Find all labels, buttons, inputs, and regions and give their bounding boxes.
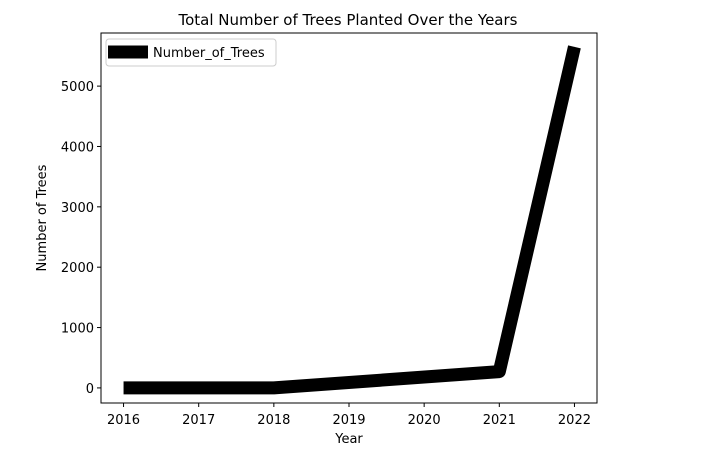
plot-frame bbox=[100, 32, 598, 404]
series-layer bbox=[123, 45, 581, 395]
y-tick-label: 1000 bbox=[61, 322, 94, 337]
x-axis: 2016 2017 2018 2019 2020 2021 2022 bbox=[107, 403, 591, 428]
legend-label: Number_of_Trees bbox=[153, 46, 265, 61]
x-tick-label: 2021 bbox=[483, 413, 516, 428]
x-tick-label: 2016 bbox=[107, 413, 140, 428]
y-tick-label: 3000 bbox=[61, 201, 94, 216]
y-tick-label: 2000 bbox=[61, 261, 94, 276]
legend-box bbox=[105, 38, 277, 67]
x-tick-label: 2022 bbox=[558, 413, 591, 428]
y-tick-label: 0 bbox=[86, 382, 94, 397]
y-axis: 0 1000 2000 3000 4000 5000 bbox=[61, 80, 101, 397]
legend: Number_of_Trees bbox=[105, 38, 277, 67]
x-tick-label: 2019 bbox=[332, 413, 365, 428]
x-tick-label: 2020 bbox=[408, 413, 441, 428]
x-tick-label: 2018 bbox=[257, 413, 290, 428]
y-tick-label: 4000 bbox=[61, 140, 94, 155]
y-tick-label: 5000 bbox=[61, 80, 94, 95]
chart-title: Total Number of Trees Planted Over the Y… bbox=[177, 11, 517, 29]
x-tick-label: 2017 bbox=[182, 413, 215, 428]
series-line-0 bbox=[123, 45, 581, 395]
x-axis-label: Year bbox=[334, 432, 363, 447]
y-axis-label: Number of Trees bbox=[35, 164, 50, 271]
